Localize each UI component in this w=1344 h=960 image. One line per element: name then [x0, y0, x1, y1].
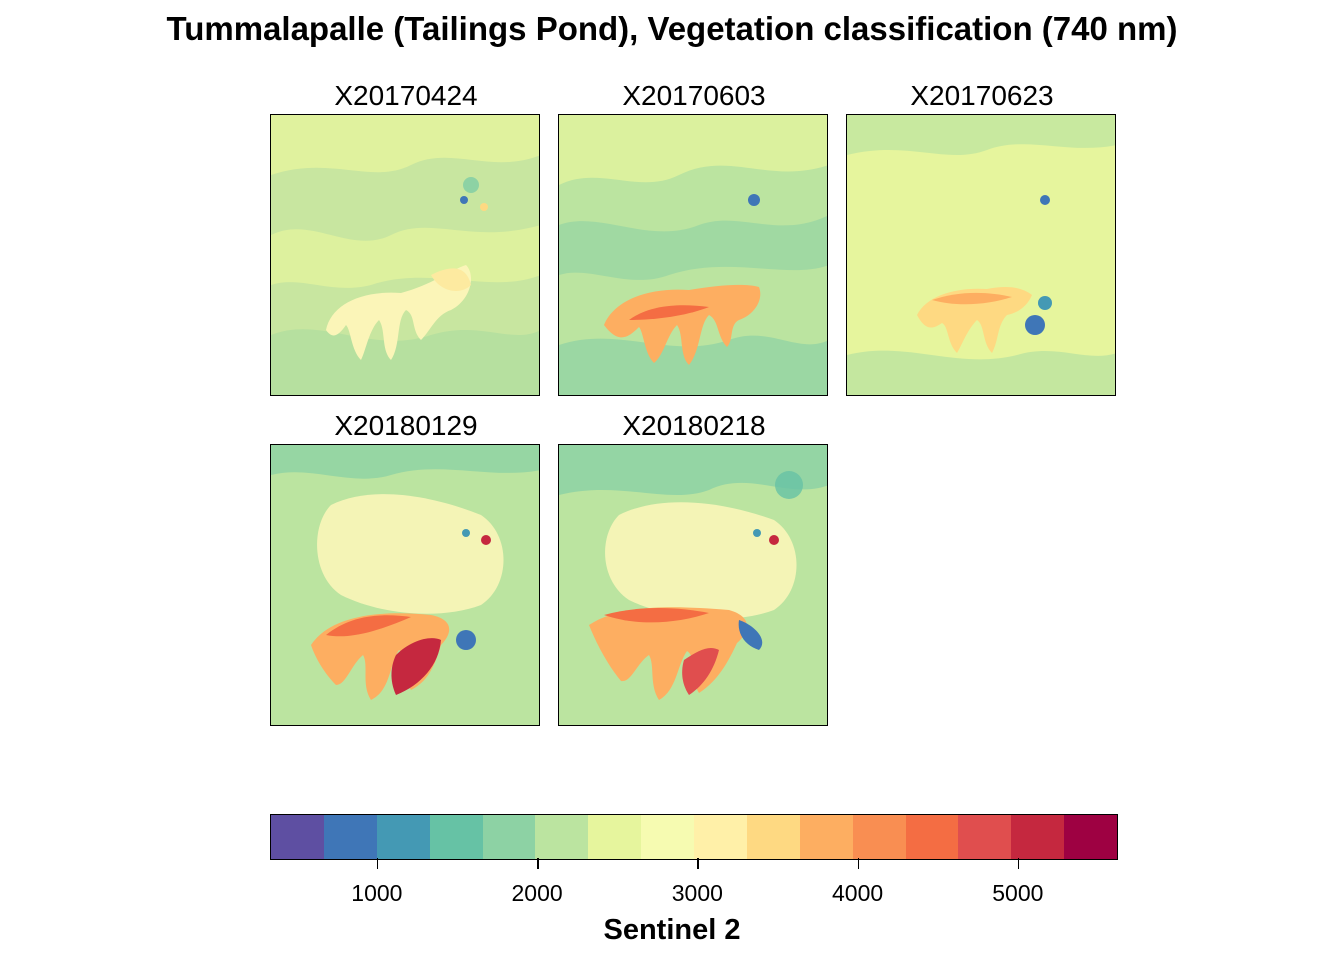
chart-title: Tummalapalle (Tailings Pond), Vegetation… [166, 10, 1178, 47]
colorbar-swatch-11 [799, 815, 853, 859]
raster-image-3 [847, 115, 1115, 395]
map-panel-5 [558, 444, 828, 726]
map-panel-1 [270, 114, 540, 396]
raster-image-2 [559, 115, 827, 395]
colorbar-tick-5000 [1017, 858, 1020, 869]
panel-title-4: X20180129 [334, 410, 478, 441]
colorbar-swatch-3 [376, 815, 430, 859]
map-panel-2 [558, 114, 828, 396]
colorbar-swatch-10 [746, 815, 800, 859]
panel-title-1: X20170424 [334, 80, 478, 111]
colorbar-tick-3000 [697, 858, 699, 869]
raster-image-4 [271, 445, 539, 725]
colorbar-tick-label-4000: 4000 [832, 880, 884, 906]
map-panel-3 [846, 114, 1116, 396]
colorbar-tick-4000 [857, 858, 860, 869]
colorbar-swatch-12 [852, 815, 906, 859]
raster-image-5 [559, 445, 827, 725]
colorbar-tick-1000 [376, 858, 379, 869]
colorbar-swatch-4 [429, 815, 483, 859]
colorbar-swatch-9 [694, 815, 747, 859]
colorbar-tick-label-5000: 5000 [992, 880, 1044, 906]
colorbar [270, 814, 1118, 860]
colorbar-swatch-16 [1064, 815, 1117, 859]
colorbar-swatch-8 [641, 815, 694, 859]
panel-title-2: X20170603 [622, 80, 766, 111]
colorbar-swatch-1 [271, 815, 324, 859]
colorbar-swatch-15 [1011, 815, 1065, 859]
colorbar-swatch-7 [588, 815, 642, 859]
colorbar-swatch-5 [482, 815, 536, 859]
raster-image-1 [271, 115, 539, 395]
colorbar-swatch-2 [323, 815, 377, 859]
panel-title-5: X20180218 [622, 410, 766, 441]
colorbar-swatch-13 [905, 815, 959, 859]
colorbar-swatch-14 [958, 815, 1012, 859]
colorbar-swatch-6 [535, 815, 589, 859]
colorbar-tick-label-1000: 1000 [351, 880, 403, 906]
colorbar-tick-label-2000: 2000 [511, 880, 563, 906]
panel-title-3: X20170623 [910, 80, 1054, 111]
colorbar-tick-2000 [537, 858, 539, 869]
colorbar-tick-label-3000: 3000 [671, 880, 723, 906]
map-panel-4 [270, 444, 540, 726]
colorbar-title: Sentinel 2 [603, 914, 741, 946]
